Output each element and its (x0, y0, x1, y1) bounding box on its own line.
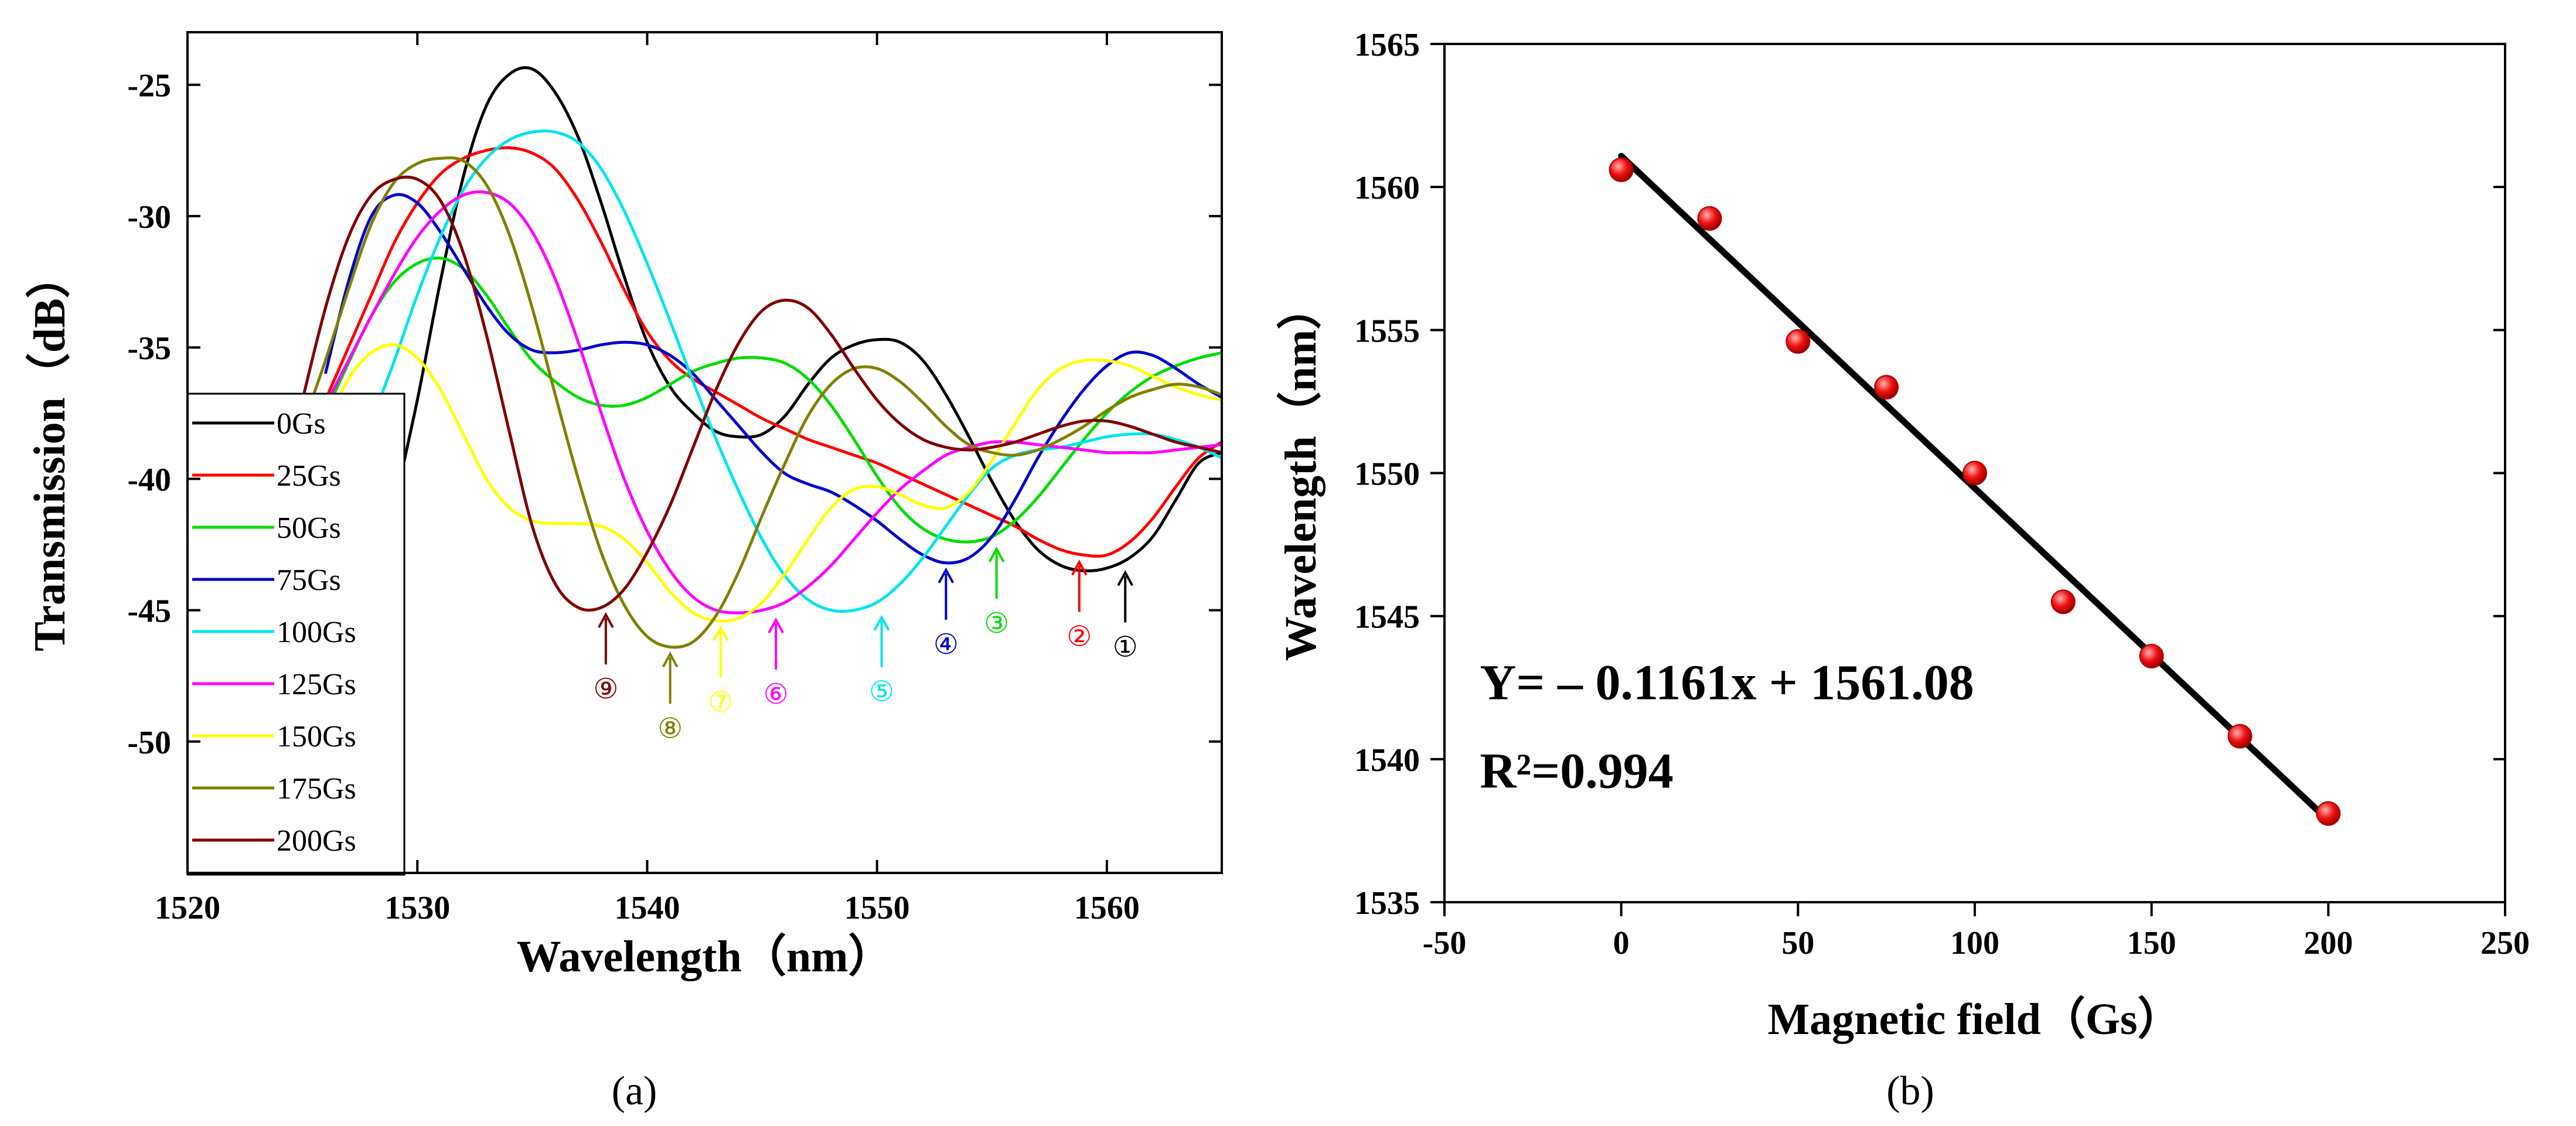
legend-entry: 200Gs (277, 824, 356, 858)
dip-marker-label: ⑥ (764, 679, 789, 710)
series-line-0Gs (393, 66, 1222, 572)
y-tick-label: -30 (127, 199, 171, 236)
dip-marker-label: ⑨ (593, 674, 618, 705)
panel-a-label: (a) (612, 1069, 657, 1114)
dip-marker-label: ⑧ (657, 713, 683, 744)
panel-a-y-axis-title: Transmission（dB） (25, 254, 74, 651)
data-point (2139, 644, 2164, 669)
dip-marker-label: ③ (984, 608, 1009, 639)
dip-marker: ② (1066, 559, 1092, 652)
y-tick-label: 1560 (1354, 170, 1420, 206)
legend-entry: 25Gs (277, 459, 341, 493)
x-tick-label: 1520 (155, 890, 220, 926)
r-squared: R²=0.994 (1480, 743, 1673, 799)
legend-entry: 75Gs (277, 564, 341, 597)
panel-b-y-axis-title: Wavelength（nm） (1276, 285, 1326, 661)
y-tick-label: -35 (127, 330, 171, 367)
x-tick-label: 0 (1613, 925, 1630, 961)
x-tick-label: 1530 (384, 890, 450, 926)
legend-entry: 100Gs (277, 616, 356, 649)
dip-marker: ⑨ (593, 612, 618, 705)
data-point (1697, 206, 1722, 231)
y-tick-label: 1545 (1354, 599, 1420, 636)
data-point (2050, 589, 2076, 615)
y-tick-label: 1550 (1354, 456, 1420, 493)
dip-marker-label: ① (1113, 632, 1138, 663)
dip-marker: ⑧ (657, 651, 683, 744)
dip-marker: ① (1113, 570, 1138, 663)
panel-a-axis-ticks: 1520 1530 1540 1550 1560 -50 -45 -40 -35 -30 -25 (127, 32, 1222, 926)
panel-a-x-axis-title: Wavelength（nm） (517, 932, 893, 981)
dip-marker: ④ (933, 567, 959, 660)
panel-b-axis-ticks: -50 0 50 100 150 200 250 1535 1540 1545 1550 1555 15… (1354, 27, 2530, 961)
y-tick-label: -45 (127, 593, 171, 630)
panel-b-label: (b) (1886, 1069, 1934, 1114)
y-tick-label: -40 (127, 462, 171, 498)
series-line-150Gs (324, 343, 1222, 623)
x-tick-label: 200 (2304, 925, 2353, 961)
y-tick-label: 1555 (1354, 313, 1420, 349)
x-tick-label: 100 (1950, 925, 1999, 961)
dip-marker-label: ④ (933, 629, 959, 660)
legend-entry: 150Gs (277, 720, 356, 753)
data-point (1962, 460, 1987, 486)
legend-entry: 175Gs (277, 772, 356, 806)
panel-a-legend: 0Gs 25Gs 50Gs 75Gs 100Gs 125Gs 150Gs 175Gs 200Gs (186, 393, 406, 876)
dip-marker-label: ② (1066, 621, 1092, 652)
series-line-75Gs (323, 193, 1222, 565)
legend-entry: 125Gs (277, 668, 356, 701)
panel-b-scatter-chart: -50 0 50 100 150 200 250 1535 1540 1545 1550 1555 15… (1276, 27, 2530, 1114)
panel-a-dip-markers: ①② ③④ ⑤ ⑥⑦⑧ ⑨ (593, 546, 1138, 744)
y-tick-label: -50 (127, 725, 171, 761)
y-tick-label: 1535 (1354, 885, 1420, 922)
y-tick-label: -25 (127, 68, 171, 104)
dip-marker: ⑥ (764, 617, 789, 710)
x-tick-label: 1540 (614, 890, 680, 926)
series-line-25Gs (324, 146, 1222, 558)
y-tick-label: 1565 (1354, 27, 1420, 63)
legend-entry: 50Gs (277, 511, 341, 545)
x-tick-label: 1560 (1074, 890, 1140, 926)
y-tick-label: 1540 (1354, 742, 1420, 779)
data-point (2316, 801, 2341, 826)
dip-marker: ⑤ (869, 615, 894, 708)
data-point (1874, 375, 1899, 400)
data-point (1609, 157, 1634, 182)
series-line-175Gs (301, 156, 1222, 649)
fit-equation: Y= – 0.1161x + 1561.08 (1480, 654, 1974, 710)
dip-marker-label: ⑦ (708, 687, 733, 718)
x-tick-label: 250 (2480, 925, 2530, 961)
panel-a-transmission-chart: ①② ③④ ⑤ ⑥⑦⑧ ⑨ 0Gs 25Gs 50Gs 75Gs 100Gs 125Gs 150Gs… (25, 31, 1223, 1114)
series-line-125Gs (324, 190, 1222, 615)
series-line-200Gs (301, 175, 1222, 612)
data-point (2227, 724, 2253, 749)
x-tick-label: -50 (1423, 925, 1467, 961)
panel-a-plot-frame (186, 31, 1223, 874)
dip-marker: ③ (984, 546, 1009, 639)
dip-marker-label: ⑤ (869, 677, 894, 708)
dip-marker: ⑦ (708, 625, 733, 718)
panel-a-series-lines (301, 66, 1222, 649)
data-point (1786, 329, 1811, 354)
series-line-50Gs (324, 256, 1222, 544)
panel-b-x-axis-title: Magnetic field（Gs） (1767, 995, 2182, 1044)
panel-b-data-points (1609, 157, 2341, 826)
x-tick-label: 150 (2127, 925, 2176, 961)
legend-entry: 0Gs (277, 407, 326, 441)
series-line-100Gs (347, 129, 1222, 613)
x-tick-label: 50 (1781, 925, 1814, 961)
x-tick-label: 1550 (844, 890, 910, 926)
panel-b-fit-line (1618, 152, 2332, 824)
